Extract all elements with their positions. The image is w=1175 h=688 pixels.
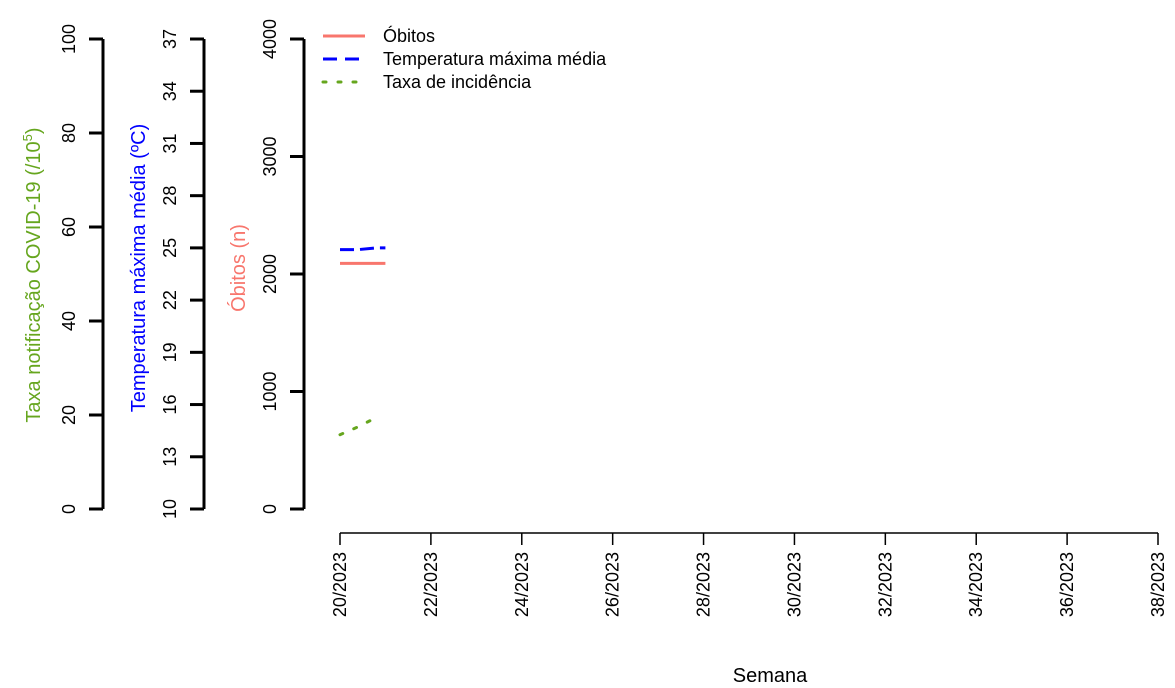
incidence-tick-label: 100 [59, 24, 79, 54]
x-tick-label: 24/2023 [512, 552, 532, 617]
x-tick-label: 28/2023 [694, 552, 714, 617]
x-tick-label: 26/2023 [603, 552, 623, 617]
incidence-axis: 0 20 40 60 80 100 [59, 24, 105, 514]
temperature-tick-label: 25 [160, 238, 180, 258]
temperature-axis-label: Temperatura máxima média (ºC) [128, 124, 150, 413]
x-tick-label: 20/2023 [330, 552, 350, 617]
temperature-tick-label: 28 [160, 186, 180, 206]
incidence-tick-label: 80 [59, 123, 79, 143]
series-line-1 [340, 246, 386, 252]
incidence-tick-label: 20 [59, 405, 79, 425]
deaths-tick-label: 3000 [260, 136, 280, 176]
deaths-tick-label: 4000 [260, 19, 280, 59]
x-tick-label: 36/2023 [1057, 552, 1077, 617]
deaths-tick-label: 0 [260, 504, 280, 514]
series-layer [338, 246, 386, 437]
deaths-axis: 0 1000 2000 3000 4000 [260, 19, 306, 514]
temperature-tick-label: 10 [160, 499, 180, 519]
temperature-axis: 10 13 16 19 22 25 28 31 34 37 [160, 29, 206, 519]
temperature-tick-label: 19 [160, 342, 180, 362]
x-axis-label: Semana [733, 665, 808, 687]
temperature-tick-label: 34 [160, 81, 180, 101]
legend-label: Taxa de incidência [383, 72, 532, 92]
incidence-tick-label: 0 [59, 504, 79, 514]
temperature-tick-label: 22 [160, 290, 180, 310]
deaths-tick-label: 2000 [260, 254, 280, 294]
incidence-tick-label: 40 [59, 311, 79, 331]
deaths-axis-label: Óbitos (n) [227, 224, 250, 312]
x-tick-label: 22/2023 [421, 552, 441, 617]
temperature-tick-label: 13 [160, 447, 180, 467]
incidence-axis-label: Taxa notificação COVID-19 (/105) [20, 127, 45, 422]
x-tick-label: 38/2023 [1148, 552, 1168, 617]
legend-label: Óbitos [383, 25, 435, 46]
series-line-2 [338, 415, 378, 437]
temperature-tick-label: 37 [160, 29, 180, 49]
incidence-tick-label: 60 [59, 217, 79, 237]
temperature-tick-label: 16 [160, 395, 180, 415]
legend: Óbitos Temperatura máxima média Taxa de in… [321, 25, 607, 92]
deaths-tick-label: 1000 [260, 371, 280, 411]
x-tick-label: 32/2023 [875, 552, 895, 617]
x-axis: 20/2023 22/2023 24/2023 26/2023 28/2023 30/20… [330, 532, 1168, 617]
x-tick-label: 30/2023 [784, 552, 804, 617]
temperature-tick-label: 31 [160, 133, 180, 153]
x-tick-label: 34/2023 [966, 552, 986, 617]
legend-label: Temperatura máxima média [383, 49, 607, 69]
